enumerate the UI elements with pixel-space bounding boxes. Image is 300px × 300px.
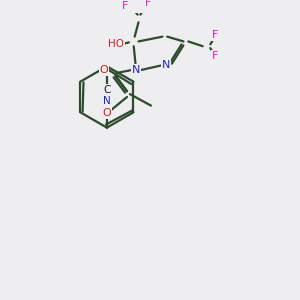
Text: O: O (100, 65, 108, 75)
Text: F: F (145, 0, 151, 8)
Text: N: N (131, 65, 140, 75)
Text: C: C (103, 85, 111, 95)
Text: HO: HO (109, 39, 124, 49)
Text: F: F (212, 51, 218, 61)
Text: O: O (103, 108, 111, 118)
Text: N: N (103, 96, 111, 106)
Text: F: F (122, 1, 128, 11)
Text: N: N (162, 60, 170, 70)
Text: F: F (212, 30, 218, 40)
